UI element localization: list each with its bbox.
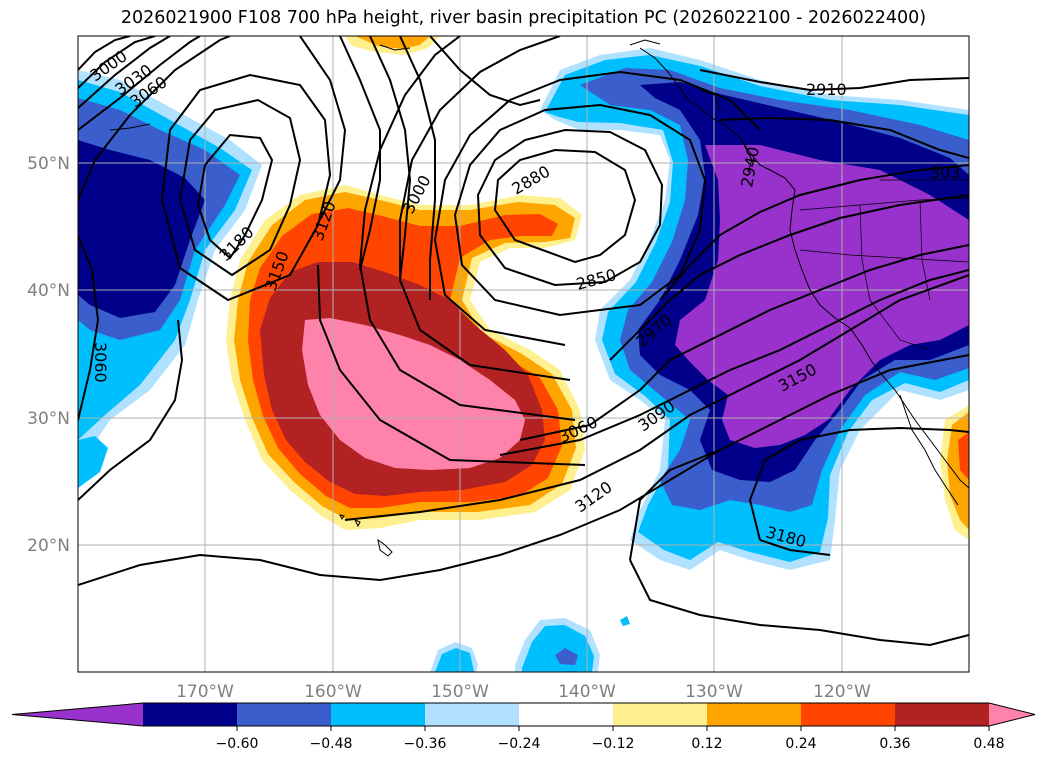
lon-tick-label: 130°W bbox=[685, 682, 743, 702]
colorbar-extend-min bbox=[12, 703, 143, 726]
colorbar-outline bbox=[11, 702, 1036, 727]
colorbar-tick-label: −0.12 bbox=[592, 736, 635, 752]
lon-tick-label: 120°W bbox=[813, 682, 871, 702]
colorbar-tick-label: −0.60 bbox=[216, 736, 259, 752]
colorbar-tick-label: 0.48 bbox=[973, 736, 1004, 752]
lat-tick-label: 20°N bbox=[27, 536, 70, 556]
contour-label: 2910 bbox=[806, 80, 847, 99]
lon-tick-label: 170°W bbox=[176, 682, 234, 702]
colorbar-segment bbox=[143, 703, 238, 726]
colorbar-tick-label: 0.12 bbox=[691, 736, 722, 752]
lat-tick-labels: 50°N 40°N 30°N 20°N bbox=[27, 154, 70, 556]
neg-anomaly-west bbox=[78, 70, 262, 488]
colorbar-tick-label: 0.36 bbox=[879, 736, 910, 752]
lon-tick-label: 150°W bbox=[431, 682, 489, 702]
pos-anomaly-central bbox=[226, 185, 585, 530]
colorbar-tick-label: −0.36 bbox=[404, 736, 447, 752]
pos-anomaly-north bbox=[345, 36, 440, 55]
lat-tick-label: 50°N bbox=[27, 154, 70, 174]
colorbar-tick-label: −0.48 bbox=[310, 736, 353, 752]
lon-tick-labels: 170°W 160°W 150°W 140°W 130°W 120°W bbox=[176, 682, 871, 702]
lon-tick-label: 140°W bbox=[558, 682, 616, 702]
colorbar-segment bbox=[801, 703, 896, 726]
colorbar-extend-max bbox=[989, 703, 1035, 726]
colorbar-segment bbox=[895, 703, 990, 726]
colorbar-tick-label: 0.24 bbox=[785, 736, 816, 752]
contour-label: 303 bbox=[930, 163, 961, 182]
height-contours bbox=[78, 36, 969, 647]
map-plot: 3000 3030 3060 3180 3150 3120 3000 2880 … bbox=[78, 36, 969, 672]
colorbar-segment bbox=[237, 703, 332, 726]
plot-frame bbox=[77, 35, 970, 673]
lon-tick-label: 160°W bbox=[304, 682, 362, 702]
colorbar-segment bbox=[519, 703, 614, 726]
neg-anomaly-south bbox=[430, 616, 630, 672]
lat-tick-label: 40°N bbox=[27, 281, 70, 301]
map-title: 2026021900 F108 700 hPa height, river ba… bbox=[120, 8, 927, 28]
contour-label: 3060 bbox=[91, 342, 110, 383]
lat-tick-label: 30°N bbox=[27, 409, 70, 429]
colorbar: −0.60 −0.48 −0.36 −0.24 −0.12 0.12 0.24 0.36 0.4… bbox=[11, 702, 1036, 752]
colorbar-segment bbox=[425, 703, 520, 726]
colorbar-segment bbox=[707, 703, 802, 726]
colorbar-segment bbox=[331, 703, 426, 726]
colorbar-tick-label: −0.24 bbox=[498, 736, 541, 752]
colorbar-segment bbox=[613, 703, 708, 726]
